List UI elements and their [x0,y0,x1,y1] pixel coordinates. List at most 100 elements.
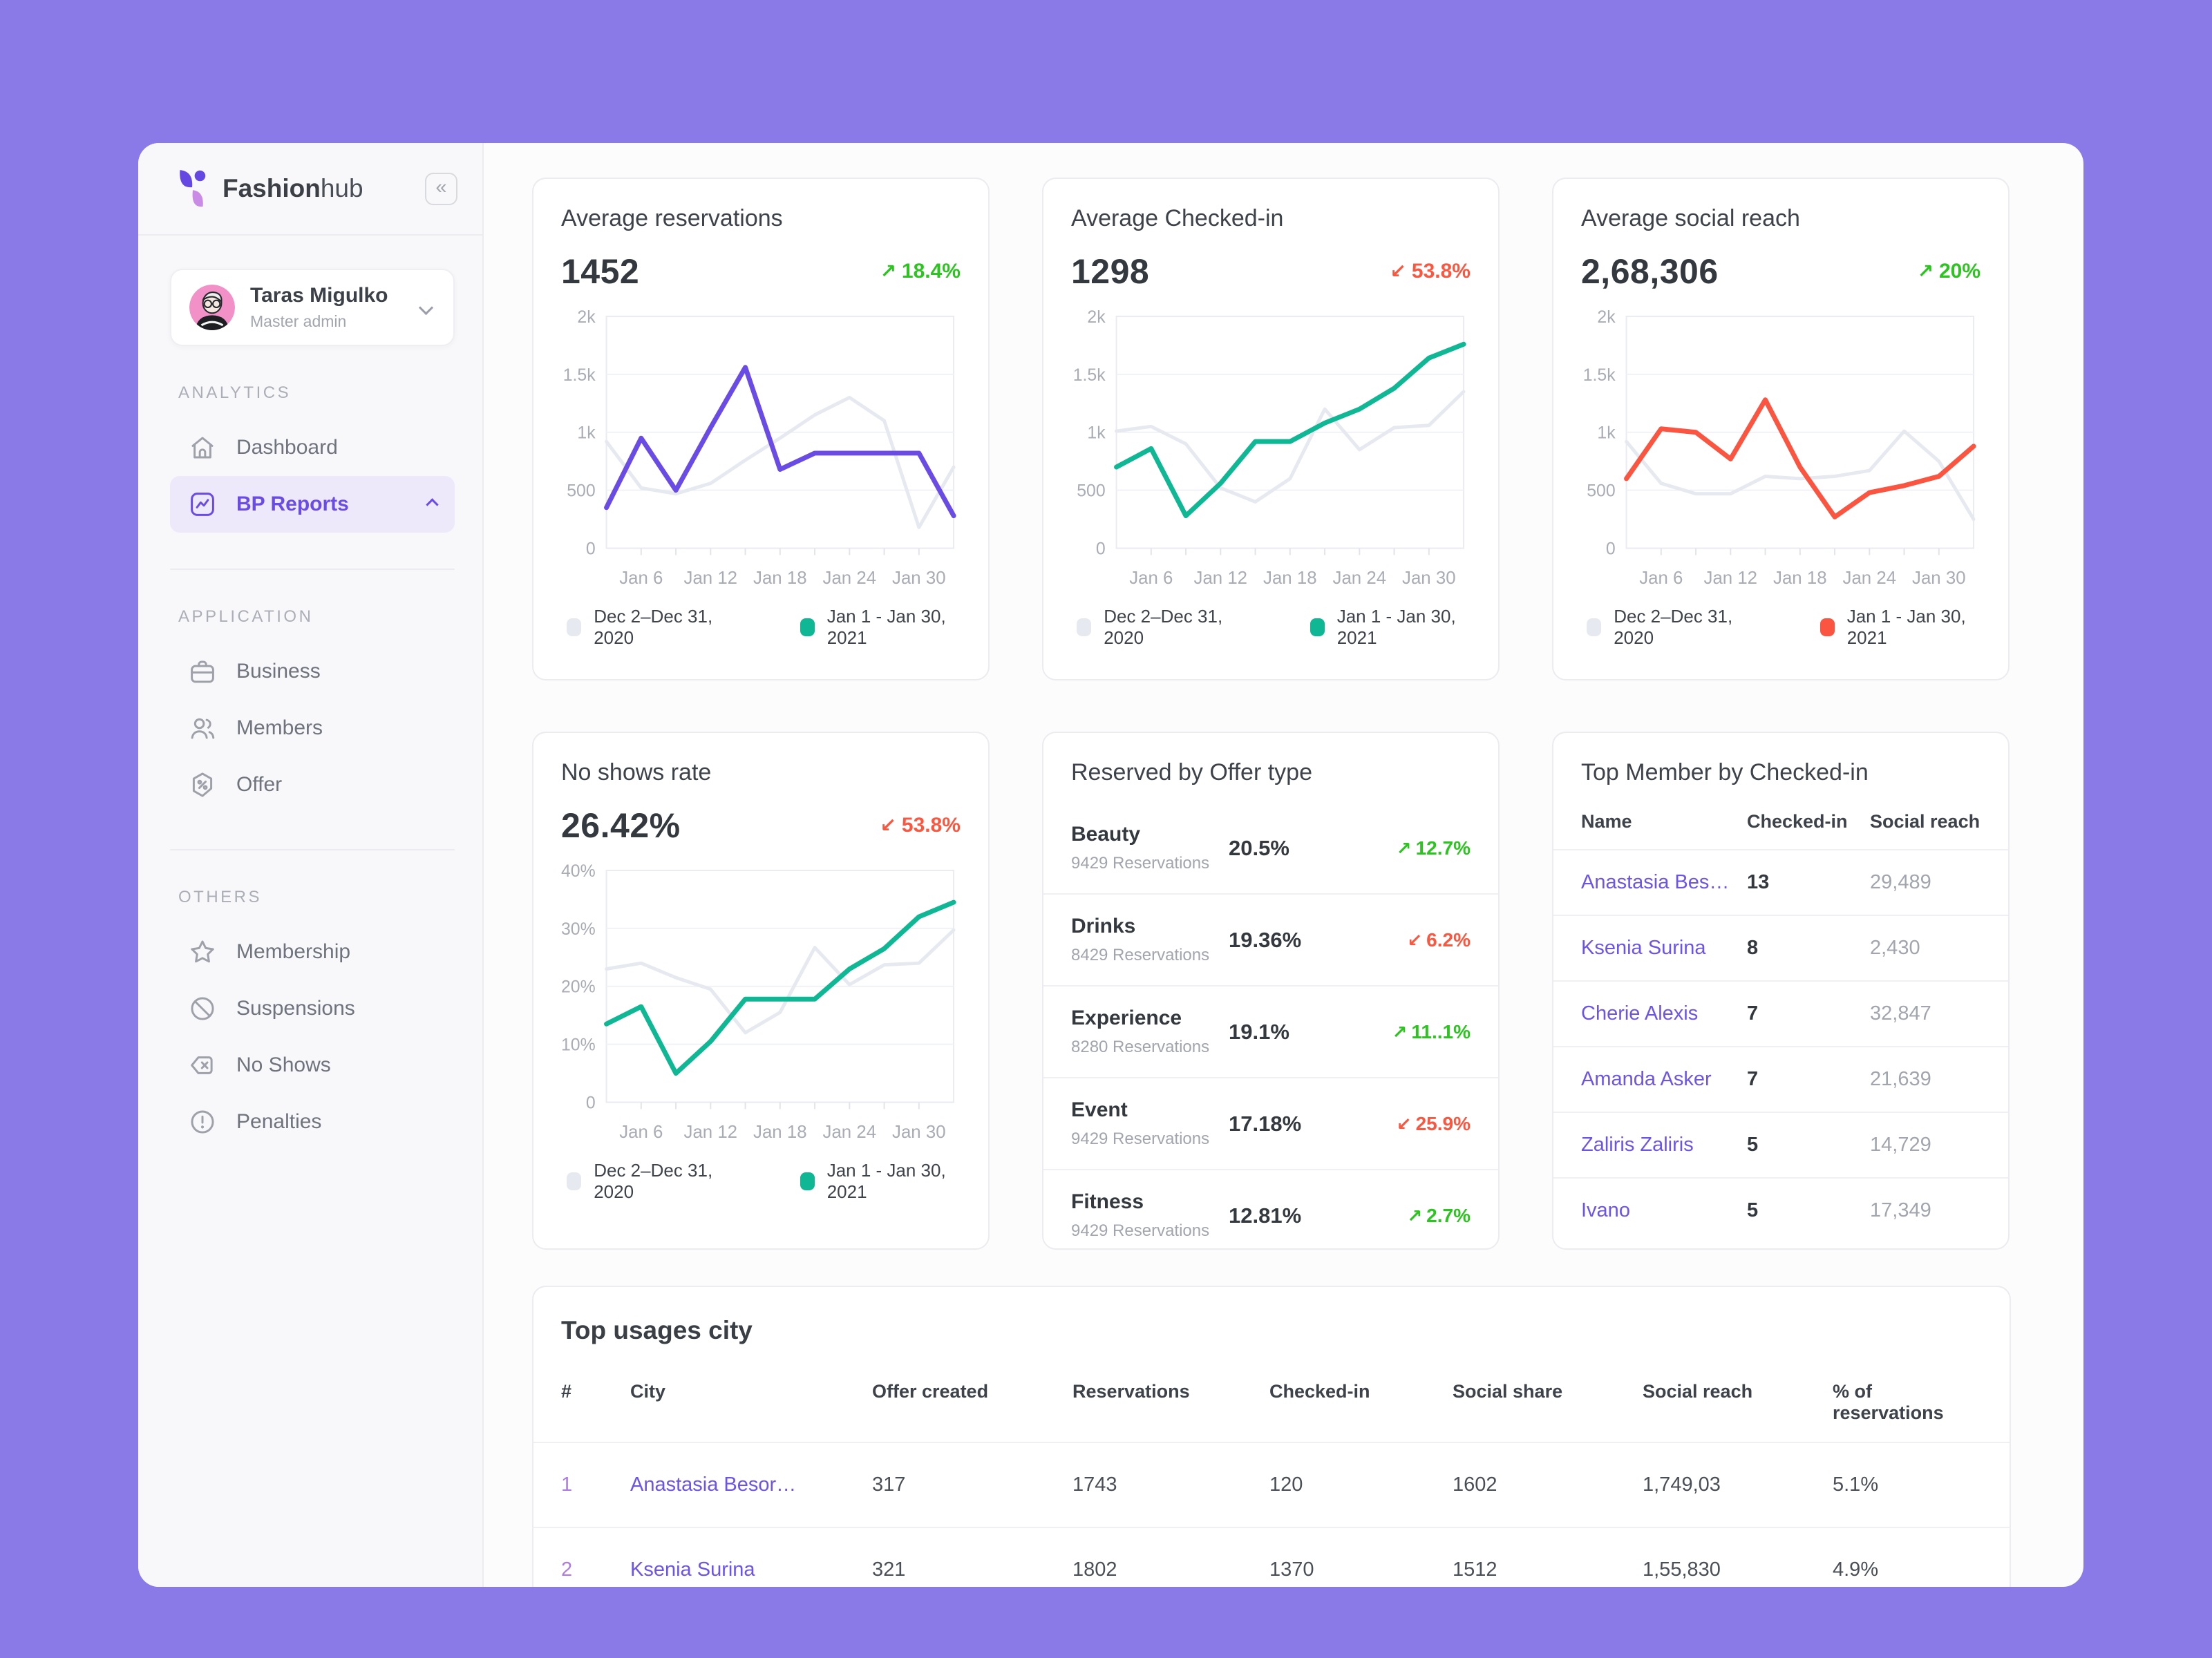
legend-swatch [800,1172,815,1191]
city-name-link[interactable]: Anastasia Besor… [630,1474,797,1496]
svg-text:40%: 40% [561,862,596,881]
chart-legend: Dec 2–Dec 31, 2020 Jan 1 - Jan 30, 2021 [561,606,961,649]
offer-name: Drinks [1071,915,1136,937]
offer-info: Beauty 9429 Reservations [1071,823,1229,873]
member-row: Zaliris Zaliris 5 14,729 [1553,1113,2008,1179]
member-name-link[interactable]: Ivano [1581,1199,1630,1221]
member-checked-in: 5 [1747,1134,1759,1156]
member-name-link[interactable]: Amanda Asker [1581,1068,1712,1090]
city-table-header: # City Offer created Reservations Checked-in… [533,1352,2010,1443]
chevron-up-icon [426,497,439,511]
svg-text:1.5k: 1.5k [1073,366,1106,385]
no-shows-chart: 40% 30% 20% 10% 0 Jan 6 Jan 12 Jan 18 Jan 24 Jan … [561,861,961,1147]
sidebar-item-penalties[interactable]: Penalties [170,1094,455,1150]
legend-label: Jan 1 - Jan 30, 2021 [826,1160,946,1203]
city-offer-created: 321 [872,1559,906,1581]
city-column-header-checked-in: Checked-in [1269,1381,1370,1402]
logo-row: Fashionhub « [138,143,482,236]
stat-cards-row: Average reservations 1452 ↗ 18.4% 2k 1.5k 1… [532,178,2083,680]
sidebar-collapse-button[interactable]: « [425,172,457,205]
svg-text:1k: 1k [1597,424,1616,443]
legend-label: Jan 1 - Jan 30, 2021 [1846,606,1966,649]
svg-text:1.5k: 1.5k [563,366,596,385]
line-chart: 2k 1.5k 1k 500 0 Jan 6 Jan 12 Jan 18 Jan 24 Jan 3… [563,308,956,588]
legend-swatch [1310,618,1325,637]
member-name-link[interactable]: Zaliris Zaliris [1581,1134,1694,1156]
legend-swatch [1587,618,1602,637]
legend-swatch [567,1172,582,1191]
city-name-link[interactable]: Ksenia Surina [630,1559,755,1581]
member-social-reach: 29,489 [1870,871,1931,893]
svg-text:Jan 24: Jan 24 [823,1123,877,1142]
reservations-chart: 2k 1.5k 1k 500 0 Jan 6 Jan 12 Jan 18 Jan 24 Jan 3… [561,307,961,593]
offer-info: Drinks 8429 Reservations [1071,915,1229,965]
offer-name: Beauty [1071,823,1141,846]
column-header-checked-in: Checked-in [1747,811,1848,832]
legend-item: Jan 1 - Jan 30, 2021 [1310,606,1471,649]
city-column-header-n: # [561,1381,572,1402]
offer-type-row: Experience 8280 Reservations 19.1% ↗ 11..… [1043,985,1498,1077]
star-icon [188,937,217,966]
svg-text:Jan 18: Jan 18 [1263,569,1317,588]
offer-name: Experience [1071,1007,1182,1029]
legend-label: Dec 2–Dec 31, 2020 [594,1160,713,1203]
svg-text:30%: 30% [561,920,596,939]
line-chart: 2k 1.5k 1k 500 0 Jan 6 Jan 12 Jan 18 Jan 24 Jan 3… [1073,308,1466,588]
svg-text:Jan 18: Jan 18 [753,569,807,588]
legend-label: Jan 1 - Jan 30, 2021 [826,606,946,649]
city-pct-reservations: 5.1% [1833,1474,1879,1496]
member-row: Ivano 5 17,349 [1553,1179,2008,1243]
sidebar-item-no-shows[interactable]: No Shows [170,1037,455,1094]
user-meta: Taras Migulko Master admin [250,284,388,331]
svg-text:Jan 12: Jan 12 [684,1123,738,1142]
member-name-link[interactable]: Ksenia Surina [1581,937,1706,959]
city-offer-created: 317 [872,1474,906,1496]
avatar [189,285,235,330]
member-checked-in: 5 [1747,1199,1759,1221]
sidebar-item-members[interactable]: Members [170,700,455,756]
sidebar-item-bp-reports[interactable]: BP Reports [170,476,455,533]
sidebar: Fashionhub « Taras Migulko Master admin [138,143,484,1587]
trend-up-arrow-icon: ↗ [1392,1021,1408,1042]
svg-text:Jan 30: Jan 30 [892,569,946,588]
report-icon [188,490,217,519]
city-reservations: 1802 [1072,1559,1117,1581]
member-row: Anastasia Besor… 13 29,489 [1553,850,2008,916]
offer-name: Fitness [1071,1190,1144,1213]
card-no-shows-rate: No shows rate 26.42% ↙ 53.8% 40% 30% 20% 10%… [532,732,990,1250]
city-column-header-social-reach: Social reach [1643,1381,1753,1402]
offer-type-row: Drinks 8429 Reservations 19.36% ↙ 6.2% [1043,893,1498,985]
user-role: Master admin [250,312,347,330]
svg-text:2k: 2k [1597,308,1616,327]
svg-text:0: 0 [586,1094,596,1113]
main-content: Average reservations 1452 ↗ 18.4% 2k 1.5k 1… [484,143,2083,1587]
legend-item: Dec 2–Dec 31, 2020 [1077,606,1238,649]
offer-percent: 19.1% [1229,1019,1289,1044]
trend-down-arrow-icon: ↙ [880,814,896,836]
member-checked-in: 8 [1747,937,1759,959]
member-name-link[interactable]: Cherie Alexis [1581,1002,1699,1025]
user-profile-card[interactable]: Taras Migulko Master admin [170,269,455,346]
offer-reservations: 9429 Reservations [1071,1221,1210,1240]
sidebar-item-label: Membership [236,940,351,963]
sidebar-item-membership[interactable]: Membership [170,924,455,980]
stat-value: 2,68,306 [1581,252,1719,291]
card-title: Average reservations [561,205,783,231]
sidebar-item-suspensions[interactable]: Suspensions [170,980,455,1037]
sidebar-item-dashboard[interactable]: Dashboard [170,419,455,476]
sidebar-item-business[interactable]: Business [170,643,455,700]
sidebar-item-offer[interactable]: Offer [170,756,455,813]
sidebar-section: APPLICATION Business Members Offer [170,569,455,813]
trend-up-arrow-icon: ↗ [880,260,896,282]
svg-text:2k: 2k [577,308,596,327]
offer-icon [188,770,217,799]
member-name-link[interactable]: Anastasia Besor… [1581,871,1747,893]
stat-delta: ↗ 18.4% [880,260,961,283]
checked-in-chart: 2k 1.5k 1k 500 0 Jan 6 Jan 12 Jan 18 Jan 24 Jan 3… [1071,307,1471,593]
chart-legend: Dec 2–Dec 31, 2020 Jan 1 - Jan 30, 2021 [561,1160,961,1203]
offer-delta: ↗ 11..1% [1392,1020,1471,1042]
alert-icon [188,1107,217,1136]
city-social-reach: 1,55,830 [1643,1559,1721,1581]
card-reserved-by-offer-type: Reserved by Offer type Beauty 9429 Reser… [1042,732,1500,1250]
offer-delta: ↗ 2.7% [1407,1204,1471,1226]
